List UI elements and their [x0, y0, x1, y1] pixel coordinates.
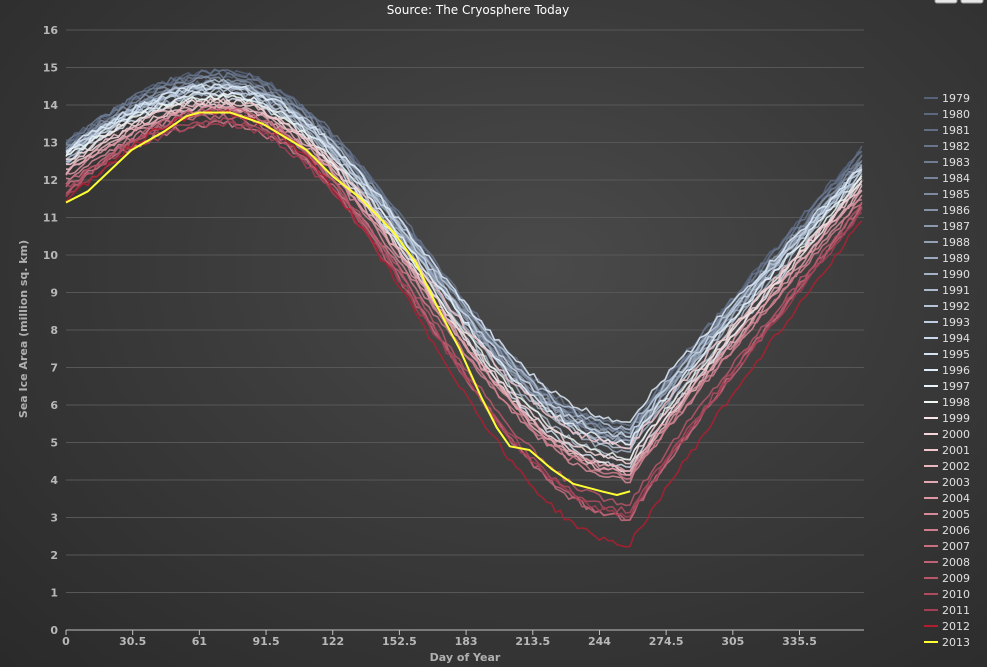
legend-item-1999[interactable]: 1999 — [942, 412, 970, 425]
y-gridlines — [66, 29, 864, 593]
legend-item-1979[interactable]: 1979 — [942, 92, 970, 105]
y-tick-label: 12 — [43, 174, 58, 187]
legend-item-2004[interactable]: 2004 — [942, 492, 970, 505]
legend-item-2003[interactable]: 2003 — [942, 476, 970, 489]
series-line-2009 — [65, 109, 863, 507]
legend-item-1980[interactable]: 1980 — [942, 108, 970, 121]
x-tick-labels: 0 30.5 61 91.5 122 152.5 183 213.5 244 274.5 305 33… — [62, 630, 817, 648]
y-axis-title: Sea Ice Area (million sq. km) — [17, 240, 30, 418]
series-line-1983 — [65, 71, 863, 435]
legend: 1979 1980 1981 1982 1983 1984 1985 1986 1987 1988… — [924, 92, 970, 649]
series-lines — [65, 68, 863, 548]
y-tick-label: 11 — [43, 212, 58, 225]
legend-item-2010[interactable]: 2010 — [942, 588, 970, 601]
series-line-2002 — [65, 103, 863, 476]
series-line-1998 — [65, 94, 863, 461]
y-tick-label: 7 — [50, 362, 58, 375]
series-line-1987 — [65, 79, 863, 438]
legend-item-2009[interactable]: 2009 — [942, 572, 970, 585]
x-tick-label: 305 — [721, 635, 744, 648]
x-axis-title: Day of Year — [430, 651, 501, 664]
legend-item-2002[interactable]: 2002 — [942, 460, 970, 473]
x-tick-label: 61 — [192, 635, 207, 648]
legend-item-1991[interactable]: 1991 — [942, 284, 970, 297]
y-tick-label: 8 — [50, 324, 58, 337]
legend-item-1984[interactable]: 1984 — [942, 172, 970, 185]
print-button[interactable] — [934, 0, 958, 4]
legend-item-2008[interactable]: 2008 — [942, 556, 970, 569]
series-line-1985 — [65, 82, 863, 442]
x-tick-label: 335.5 — [782, 635, 817, 648]
series-line-2013 — [65, 111, 631, 496]
series-line-2000 — [66, 101, 863, 465]
series-line-2010 — [65, 117, 863, 514]
legend-item-1992[interactable]: 1992 — [942, 300, 970, 313]
y-tick-label: 4 — [50, 474, 58, 487]
series-line-1981 — [65, 79, 863, 442]
legend-item-1996[interactable]: 1996 — [942, 364, 970, 377]
legend-item-1988[interactable]: 1988 — [942, 236, 970, 249]
legend-item-1990[interactable]: 1990 — [942, 268, 970, 281]
series-line-1990 — [65, 90, 863, 454]
x-tick-label: 0 — [62, 635, 70, 648]
legend-item-1994[interactable]: 1994 — [942, 332, 970, 345]
series-line-1995 — [65, 93, 863, 468]
legend-item-2006[interactable]: 2006 — [942, 524, 970, 537]
legend-item-2013[interactable]: 2013 — [942, 636, 970, 649]
legend-item-1995[interactable]: 1995 — [942, 348, 970, 361]
legend-item-2012[interactable]: 2012 — [942, 620, 970, 633]
legend-item-1987[interactable]: 1987 — [942, 220, 970, 233]
legend-item-1998[interactable]: 1998 — [942, 396, 970, 409]
x-tick-label: 244 — [588, 635, 611, 648]
y-tick-label: 15 — [43, 62, 58, 75]
legend-item-1993[interactable]: 1993 — [942, 316, 970, 329]
y-tick-label: 9 — [50, 287, 58, 300]
x-tick-label: 183 — [455, 635, 478, 648]
series-line-2004 — [65, 105, 863, 476]
y-tick-label: 6 — [50, 399, 58, 412]
series-line-2011 — [65, 121, 863, 518]
series-line-2001 — [65, 97, 863, 450]
series-line-1993 — [65, 86, 863, 450]
y-tick-label: 0 — [50, 624, 58, 637]
y-tick-label: 16 — [43, 24, 59, 37]
legend-item-2001[interactable]: 2001 — [942, 444, 970, 457]
y-tick-label: 10 — [43, 249, 59, 262]
legend-item-1989[interactable]: 1989 — [942, 252, 970, 265]
x-tick-label: 91.5 — [252, 635, 279, 648]
export-buttons[interactable] — [934, 0, 984, 4]
legend-item-1986[interactable]: 1986 — [942, 204, 970, 217]
x-tick-label: 213.5 — [515, 635, 550, 648]
y-tick-label: 13 — [43, 137, 58, 150]
legend-item-2005[interactable]: 2005 — [942, 508, 970, 521]
series-line-1997 — [65, 91, 863, 446]
series-line-1994 — [65, 83, 863, 438]
series-line-1992 — [65, 78, 863, 431]
legend-item-1985[interactable]: 1985 — [942, 188, 970, 201]
series-line-1999 — [65, 97, 863, 473]
legend-item-2011[interactable]: 2011 — [942, 604, 970, 617]
y-tick-label: 1 — [50, 587, 58, 600]
chart-subtitle: Source: The Cryosphere Today — [387, 3, 569, 17]
y-tick-label: 2 — [50, 549, 58, 562]
export-button[interactable] — [960, 0, 984, 4]
legend-item-2007[interactable]: 2007 — [942, 540, 970, 553]
x-tick-label: 122 — [321, 635, 344, 648]
legend-item-1983[interactable]: 1983 — [942, 156, 970, 169]
legend-item-2000[interactable]: 2000 — [942, 428, 970, 441]
x-tick-label: 152.5 — [382, 635, 417, 648]
legend-item-1997[interactable]: 1997 — [942, 380, 970, 393]
y-tick-label: 14 — [43, 99, 59, 112]
series-line-1996 — [65, 83, 863, 423]
y-tick-label: 5 — [50, 437, 58, 450]
y-tick-label: 3 — [50, 512, 58, 525]
x-tick-label: 274.5 — [649, 635, 684, 648]
series-line-1988 — [65, 83, 863, 442]
legend-item-1981[interactable]: 1981 — [942, 124, 970, 137]
x-tick-label: 30.5 — [119, 635, 146, 648]
legend-item-1982[interactable]: 1982 — [942, 140, 970, 153]
